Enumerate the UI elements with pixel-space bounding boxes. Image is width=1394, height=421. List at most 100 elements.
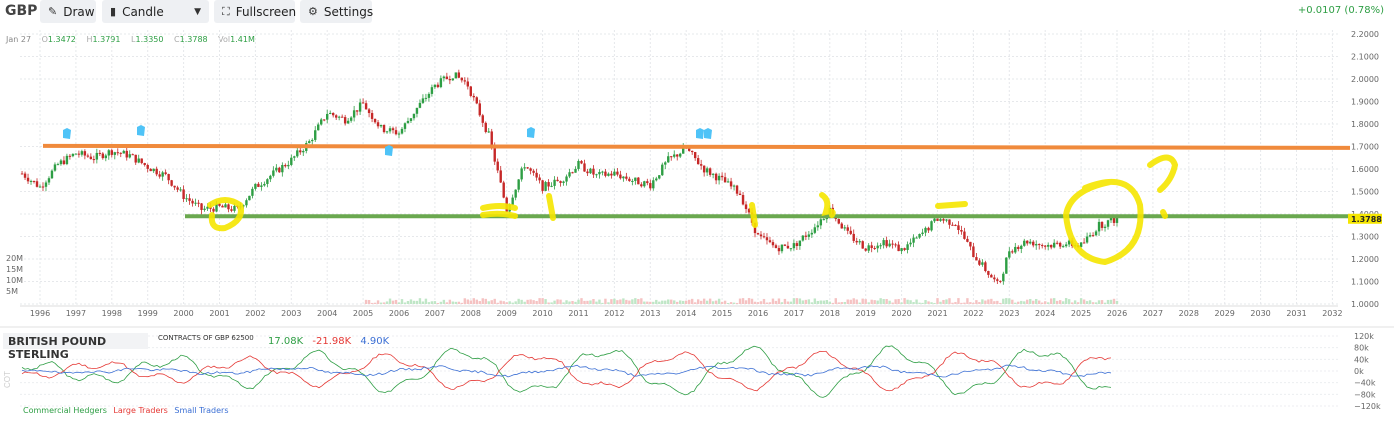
candle-body [903,248,906,250]
price-tick-label: 1.7000 [1351,143,1379,152]
volume-bar [792,298,796,304]
cot-tick-label: −40k [1354,379,1376,388]
symbol-label[interactable]: GBP [5,3,38,19]
candle-body [897,244,900,252]
year-label: 1998 [102,309,122,318]
volume-bar [376,300,380,304]
cot-side-label: COT [3,371,12,388]
candle-body [532,170,535,173]
candle-body [864,248,867,251]
candle-body [625,176,628,179]
candle-body [825,216,829,220]
candle-body [272,170,275,176]
candle-body [804,235,808,237]
candle-body [565,176,568,182]
volume-bar [1014,302,1017,304]
volume-bar [897,299,900,304]
candle-body [676,154,679,157]
volume-bar [819,300,823,304]
candle-body [1073,245,1077,247]
candle-body [1103,226,1107,228]
volume-bar [571,301,574,304]
chart-type-label: Candle [122,4,164,19]
cot-tick-label: 0k [1354,367,1364,376]
candle-body [756,233,760,235]
candle-body [287,164,290,167]
candle-body [753,222,757,234]
candle-body [954,224,957,226]
candle-body [987,271,990,275]
volume-bar [924,300,927,304]
volume-bar [963,302,966,304]
volume-bar [1109,299,1113,304]
candle-body [415,107,419,114]
draw-button-label: Draw [63,4,95,19]
chart-type-select[interactable]: ▮ Candle ▼ [102,0,209,23]
marker-flag [137,125,145,136]
candle-body [400,128,404,134]
legend-large[interactable]: Large Traders [113,406,168,415]
candle-body [1058,242,1062,247]
candle-body [355,110,359,112]
marker-flag [527,127,535,138]
legend-small[interactable]: Small Traders [174,406,229,415]
fullscreen-button[interactable]: ⛶ Fullscreen [214,0,296,23]
candle-body [729,181,733,187]
candle-body [774,245,778,249]
candle-body [693,152,697,159]
candle-body [1046,244,1050,247]
drawing-layer [42,125,1351,266]
volume-bar [451,301,455,304]
volume-bar [837,302,840,304]
cot-small-value: 4.90K [360,336,390,347]
volume-bar [514,301,517,304]
volume-bar [652,301,655,304]
candle-body [278,167,281,173]
settings-button[interactable]: ⚙ Settings [300,0,374,23]
volume-bar [990,298,993,304]
volume-bar [589,300,592,304]
volume-bar [999,302,1002,304]
candle-body [607,173,610,176]
candle-body [496,161,499,171]
draw-button[interactable]: ✎ Draw [40,0,96,23]
toolbar: GBP ✎ Draw ▮ Candle ▼ ⛶ Fullscreen ⚙ Set… [0,0,1394,26]
candle-body [218,203,221,206]
volume-bar [685,300,688,304]
settings-button-label: Settings [323,4,374,19]
candle-body [158,174,161,177]
price-tick-label: 1.8000 [1351,120,1379,129]
candle-body [1017,246,1020,249]
candle-body [789,248,793,250]
candle-body [870,245,873,249]
volume-bar [637,299,640,304]
volume-bar [753,301,757,304]
cot-tick-label: −120k [1354,402,1381,411]
cot-tick-label: 40k [1354,355,1369,364]
candle-body [445,76,449,80]
volume-bar [756,302,760,304]
current-price-label: 1.3788 [1351,215,1382,224]
candle-body [541,180,544,191]
candle-body [637,177,640,185]
volume-bar [469,300,472,304]
volume-bar [783,298,787,304]
candle-body [436,84,440,88]
candle-body [687,148,691,151]
volume-bar [1079,298,1083,304]
candle-body [212,208,215,212]
legend-commercial[interactable]: Commercial Hedgers [23,406,107,415]
candle-body [738,193,742,196]
price-change: +0.0107 (0.78%) [1297,5,1384,16]
candle-body [900,248,903,252]
volume-bar [409,299,413,304]
candle-body [38,186,42,188]
candle-body [179,189,182,191]
volume-bar [466,299,470,304]
candle-body [209,206,212,209]
price-tick-label: 1.3000 [1351,233,1379,242]
candle-body [487,131,490,133]
candle-body [529,168,532,171]
candle-body [843,227,846,229]
